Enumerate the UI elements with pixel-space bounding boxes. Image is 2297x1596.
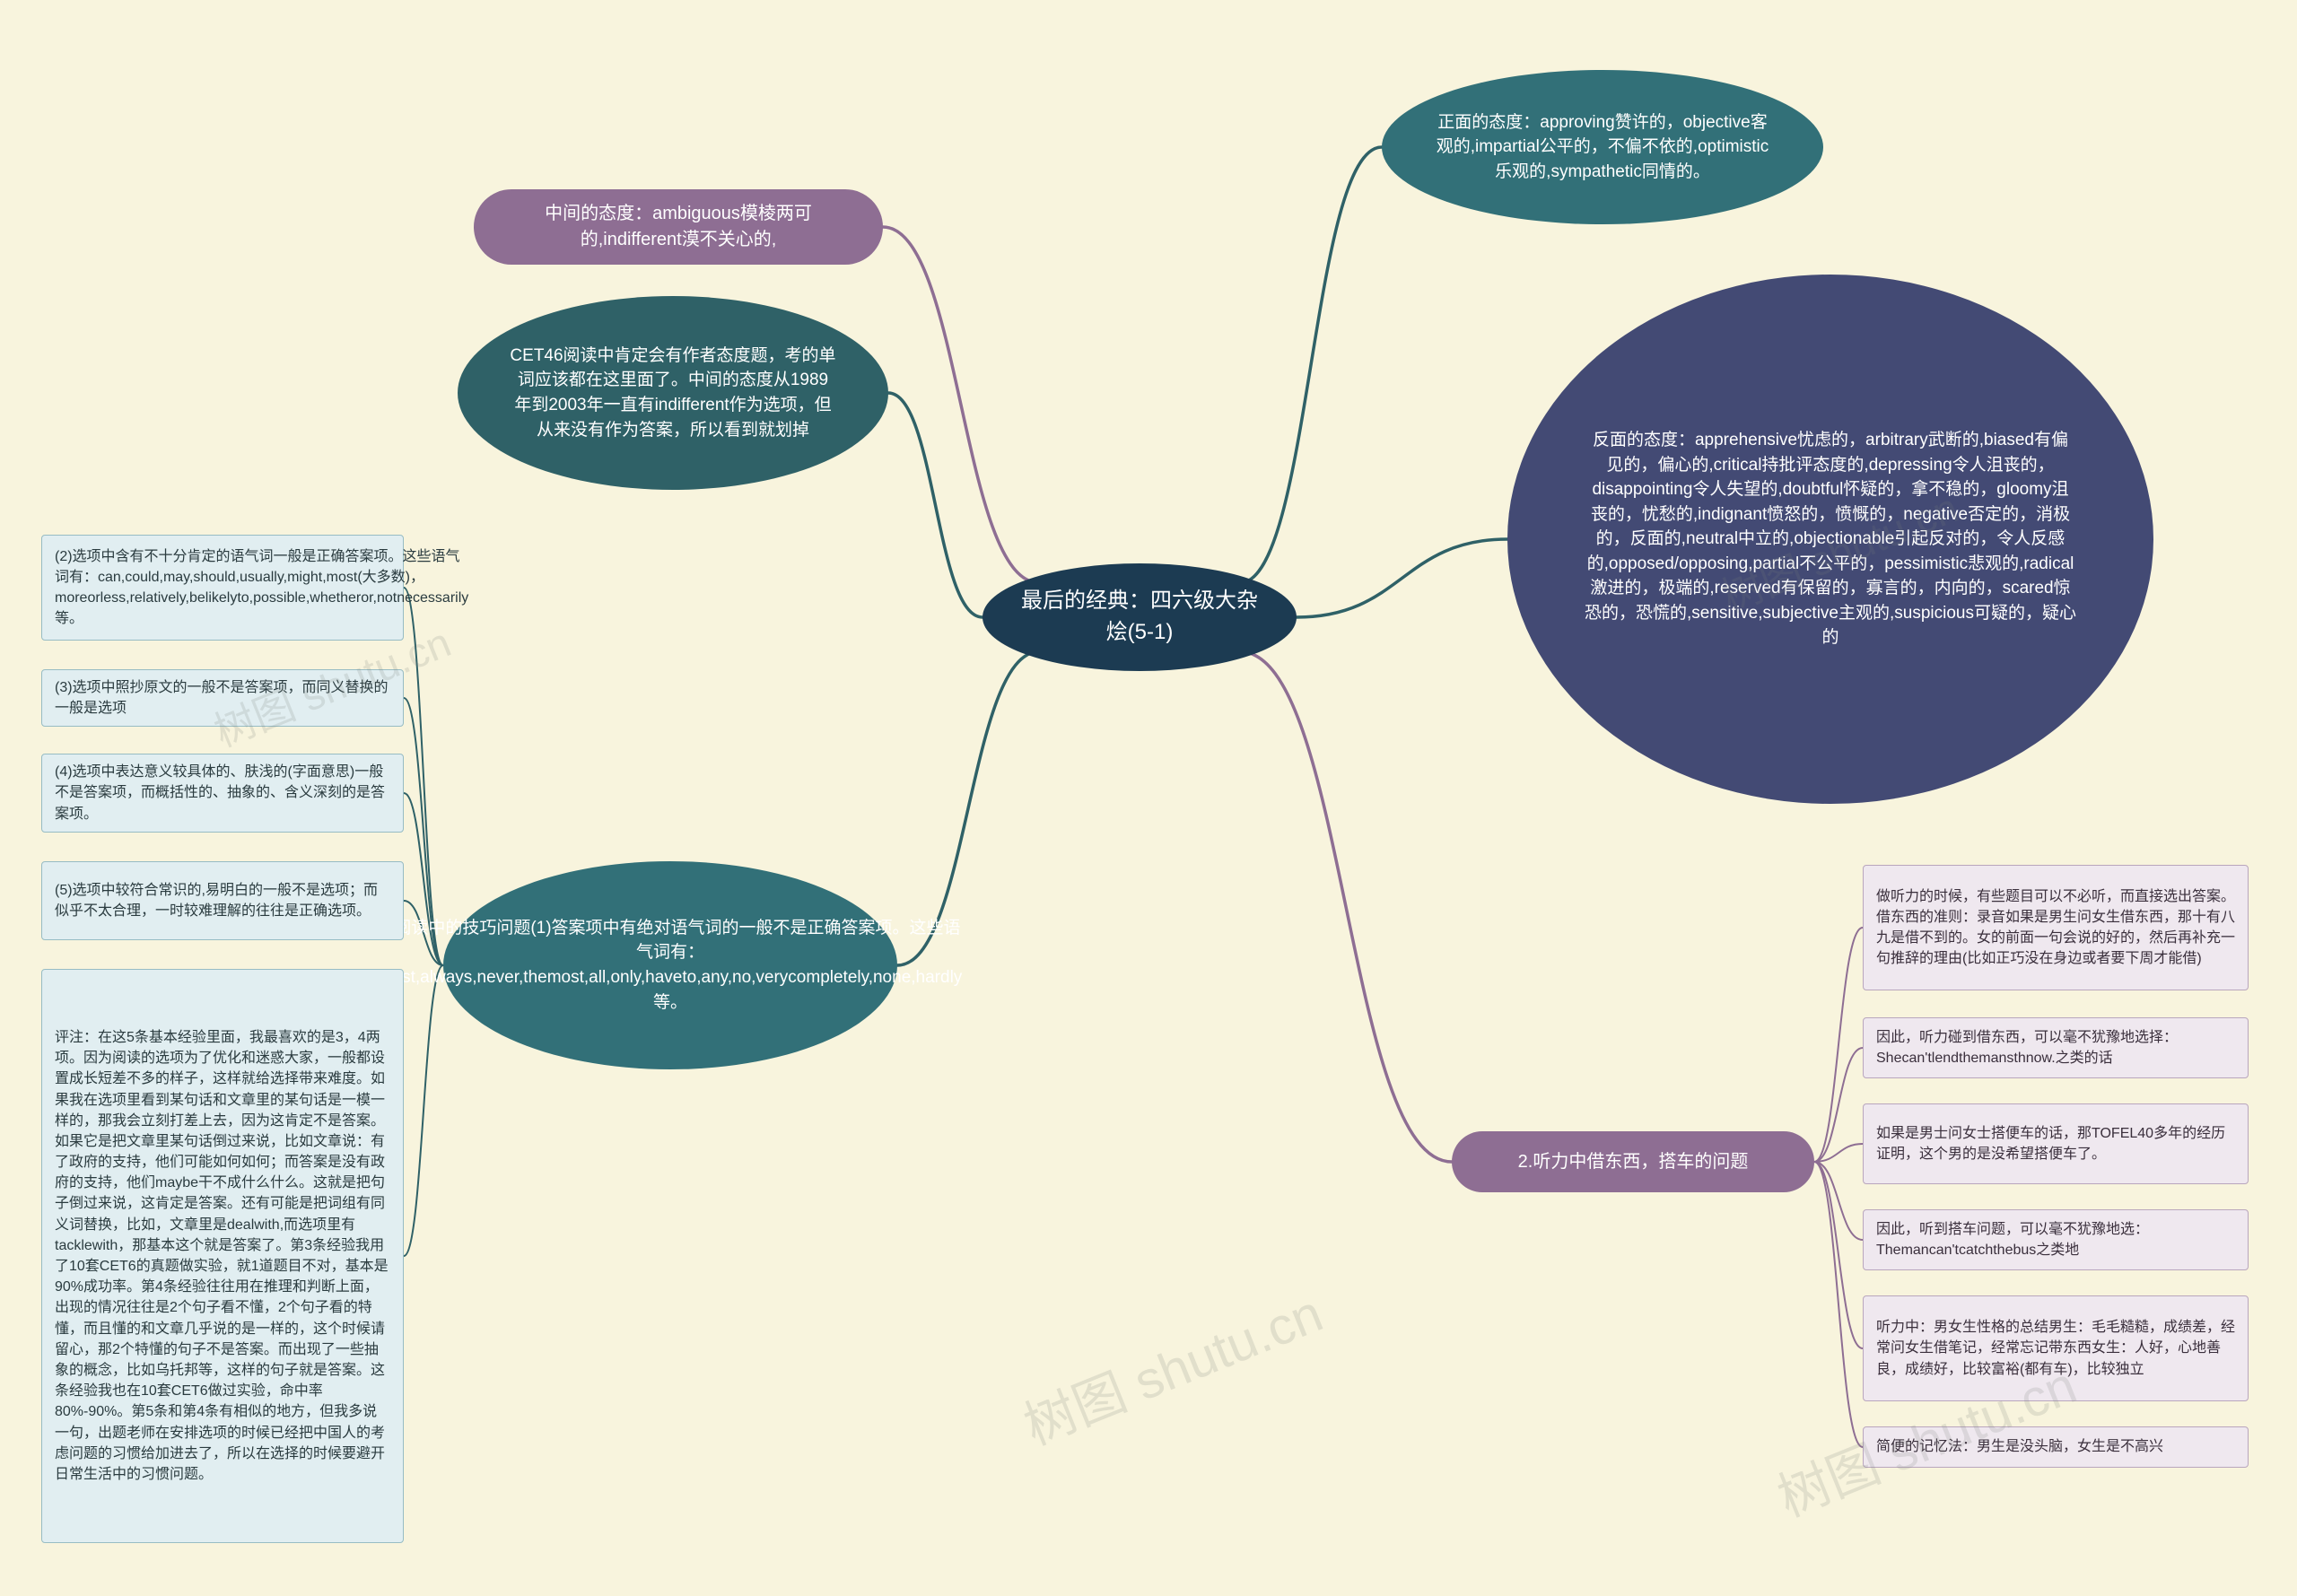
- b6-label: 2.听力中借东西，搭车的问题: [1518, 1149, 1749, 1175]
- b6c1-label: 做听力的时候，有些题目可以不必听，而直接选出答案。借东西的准则：录音如果是男生问…: [1876, 886, 2235, 970]
- b3c2-label: (3)选项中照抄原文的一般不是答案项，而同义替换的一般是选项: [55, 677, 390, 719]
- b5: 反面的态度：apprehensive忧虑的，arbitrary武断的,biase…: [1507, 275, 2153, 804]
- b6c4: 因此，听到搭车问题，可以毫不犹豫地选：Themancan'tcatchthebu…: [1863, 1209, 2249, 1270]
- b4-label: 正面的态度：approving赞许的，objective客观的,impartia…: [1435, 110, 1770, 185]
- b6c6: 简便的记忆法：男生是没头脑，女生是不高兴: [1863, 1426, 2249, 1468]
- b3: 3.阅读中的技巧问题(1)答案项中有绝对语气词的一般不是正确答案项。这些语气词有…: [443, 861, 897, 1069]
- b6c3-label: 如果是男士问女士搭便车的话，那TOFEL40多年的经历证明，这个男的是没希望搭便…: [1876, 1123, 2235, 1164]
- b2-label: CET46阅读中肯定会有作者态度题，考的单词应该都在这里面了。中间的态度从198…: [510, 344, 836, 442]
- b6c6-label: 简便的记忆法：男生是没头脑，女生是不高兴: [1876, 1436, 2163, 1457]
- b1: 中间的态度：ambiguous模棱两可的,indifferent漠不关心的,: [474, 189, 883, 265]
- b3c3: (4)选项中表达意义较具体的、肤浅的(字面意思)一般不是答案项，而概括性的、抽象…: [41, 754, 404, 833]
- b6c1: 做听力的时候，有些题目可以不必听，而直接选出答案。借东西的准则：录音如果是男生问…: [1863, 865, 2249, 990]
- b6c2-label: 因此，听力碰到借东西，可以毫不犹豫地选择：Shecan'tlendthemans…: [1876, 1027, 2235, 1068]
- b6c2: 因此，听力碰到借东西，可以毫不犹豫地选择：Shecan'tlendthemans…: [1863, 1017, 2249, 1078]
- b6c5-label: 听力中：男女生性格的总结男生：毛毛糙糙，成绩差，经常问女生借笔记，经常忘记带东西…: [1876, 1317, 2235, 1380]
- b3c4: (5)选项中较符合常识的,易明白的一般不是选项；而似乎不太合理，一时较难理解的往…: [41, 861, 404, 940]
- b6c4-label: 因此，听到搭车问题，可以毫不犹豫地选：Themancan'tcatchthebu…: [1876, 1219, 2235, 1260]
- b3c3-label: (4)选项中表达意义较具体的、肤浅的(字面意思)一般不是答案项，而概括性的、抽象…: [55, 762, 390, 824]
- b3c5: 评注：在这5条基本经验里面，我最喜欢的是3，4两项。因为阅读的选项为了优化和迷惑…: [41, 969, 404, 1543]
- b3c4-label: (5)选项中较符合常识的,易明白的一般不是选项；而似乎不太合理，一时较难理解的往…: [55, 880, 390, 921]
- mindmap-canvas: 最后的经典：四六级大杂烩(5-1) 中间的态度：ambiguous模棱两可的,in…: [0, 0, 2297, 1596]
- root: 最后的经典：四六级大杂烩(5-1): [983, 563, 1297, 671]
- b6: 2.听力中借东西，搭车的问题: [1452, 1131, 1814, 1192]
- b3c2: (3)选项中照抄原文的一般不是答案项，而同义替换的一般是选项: [41, 669, 404, 727]
- b4: 正面的态度：approving赞许的，objective客观的,impartia…: [1382, 70, 1823, 224]
- b6c3: 如果是男士问女士搭便车的话，那TOFEL40多年的经历证明，这个男的是没希望搭便…: [1863, 1103, 2249, 1184]
- watermark: 树图 shutu.cn: [1011, 1271, 1332, 1460]
- b3c5-label: 评注：在这5条基本经验里面，我最喜欢的是3，4两项。因为阅读的选项为了优化和迷惑…: [55, 1027, 390, 1485]
- b5-label: 反面的态度：apprehensive忧虑的，arbitrary武断的,biase…: [1585, 428, 2076, 650]
- b6c5: 听力中：男女生性格的总结男生：毛毛糙糙，成绩差，经常问女生借笔记，经常忘记带东西…: [1863, 1295, 2249, 1401]
- b3c1: (2)选项中含有不十分肯定的语气词一般是正确答案项。这些语气词有：can,cou…: [41, 535, 404, 641]
- root-label: 最后的经典：四六级大杂烩(5-1): [1020, 586, 1259, 649]
- b1-label: 中间的态度：ambiguous模棱两可的,indifferent漠不关心的,: [499, 201, 858, 253]
- b2: CET46阅读中肯定会有作者态度题，考的单词应该都在这里面了。中间的态度从198…: [458, 296, 888, 490]
- b3c1-label: (2)选项中含有不十分肯定的语气词一般是正确答案项。这些语气词有：can,cou…: [55, 546, 468, 630]
- b3-label: 3.阅读中的技巧问题(1)答案项中有绝对语气词的一般不是正确答案项。这些语气词有…: [379, 916, 963, 1015]
